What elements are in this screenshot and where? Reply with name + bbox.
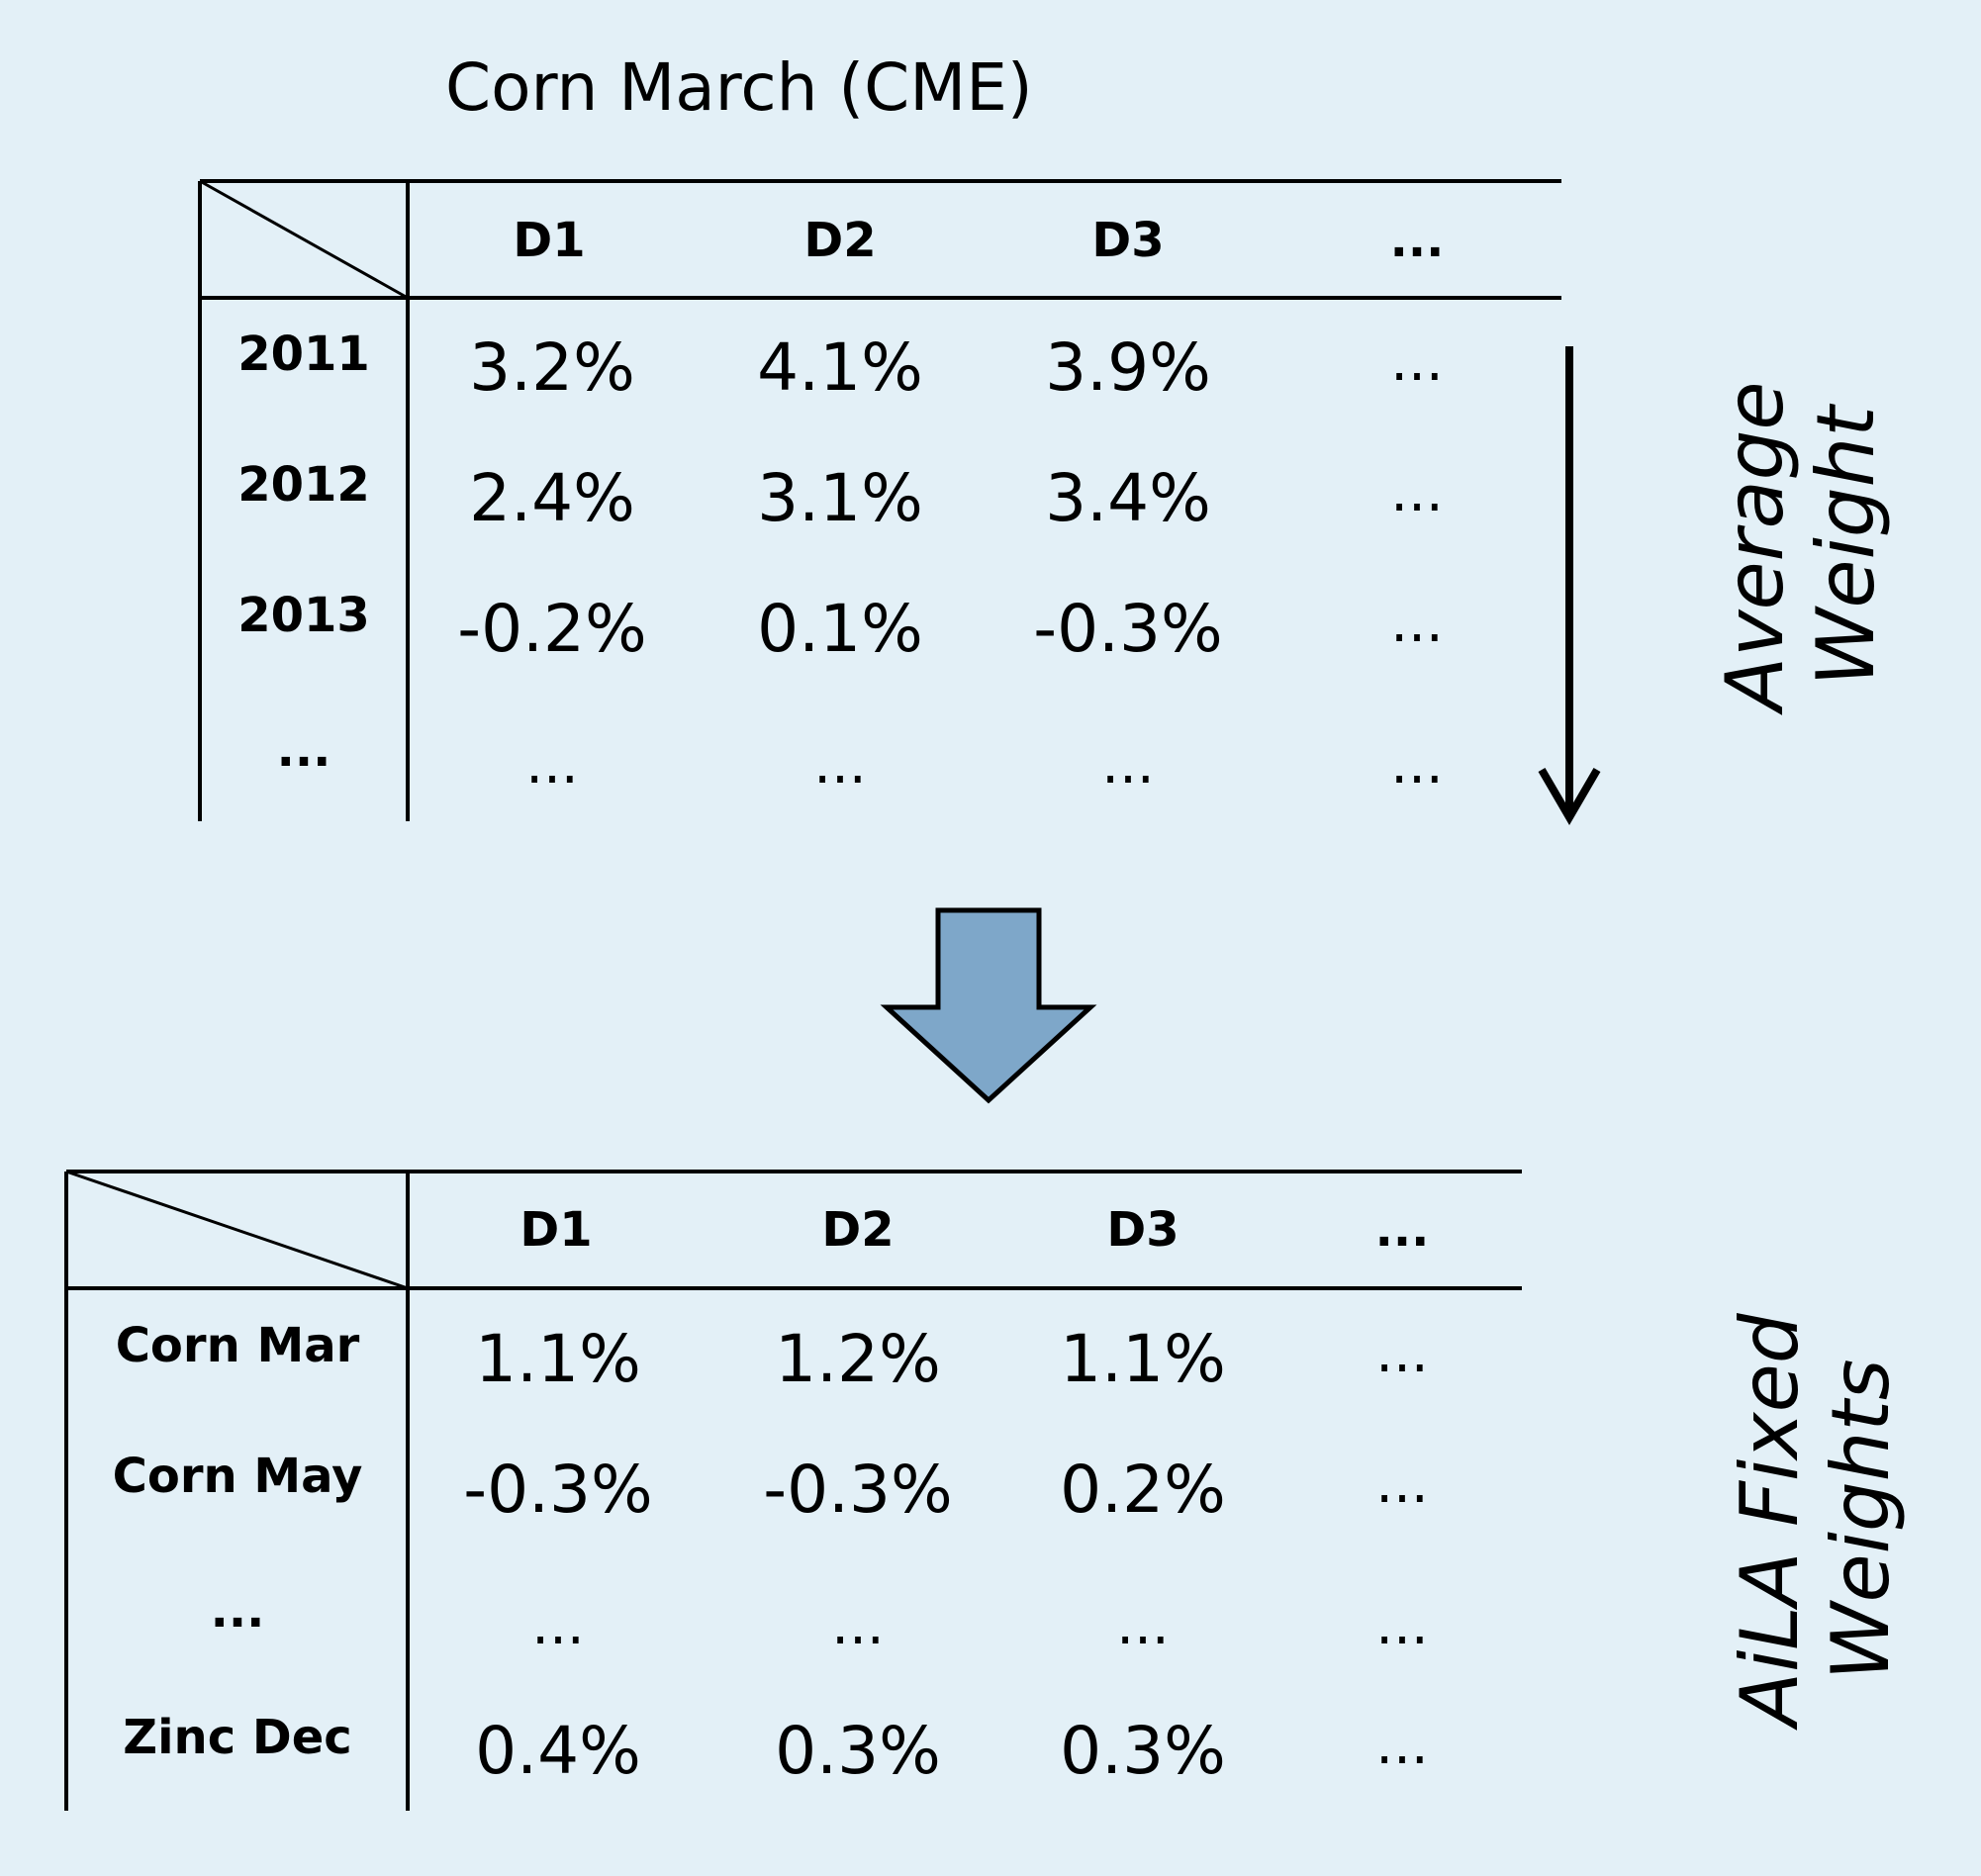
top-cell: ... bbox=[1390, 591, 1444, 655]
bottom-cell: 1.1% bbox=[1060, 1321, 1226, 1397]
bottom-cell: ... bbox=[1116, 1593, 1170, 1657]
top-row-label: 2012 bbox=[237, 457, 370, 513]
diagram-title: Corn March (CME) bbox=[445, 49, 1033, 126]
bottom-cell: 1.2% bbox=[775, 1321, 941, 1397]
top-cell: 3.9% bbox=[1045, 329, 1211, 406]
bottom-cell: 0.2% bbox=[1060, 1452, 1226, 1528]
top-cell: 4.1% bbox=[757, 329, 923, 406]
top-cell: ... bbox=[525, 732, 579, 797]
bottom-col-header: D2 bbox=[821, 1202, 895, 1258]
top-cell: 3.1% bbox=[757, 460, 923, 536]
bottom-cell: ... bbox=[1375, 1713, 1429, 1777]
bottom-cell: -0.3% bbox=[763, 1452, 953, 1528]
bottom-cell: -0.3% bbox=[463, 1452, 653, 1528]
bottom-col-header: ... bbox=[1374, 1202, 1430, 1258]
top-cell: ... bbox=[1390, 460, 1444, 524]
bottom-row-label: Corn May bbox=[112, 1449, 363, 1504]
top-cell: -0.3% bbox=[1033, 591, 1223, 667]
top-cell: ... bbox=[1101, 732, 1155, 797]
bottom-cell: 1.1% bbox=[475, 1321, 641, 1397]
average-down-arrow-head bbox=[1538, 767, 1601, 825]
bottom-cell: ... bbox=[1375, 1321, 1429, 1385]
top-row-label: 2013 bbox=[237, 588, 370, 643]
bottom-cell: ... bbox=[531, 1593, 585, 1657]
bottom-cell: 0.3% bbox=[775, 1713, 941, 1789]
bottom-col-header: D3 bbox=[1106, 1202, 1179, 1258]
bottom-table-corner-diagonal bbox=[65, 1170, 409, 1290]
bottom-row-label: Zinc Dec bbox=[123, 1710, 352, 1765]
bottom-cell: ... bbox=[831, 1593, 885, 1657]
block-down-arrow bbox=[880, 907, 1097, 1104]
top-col-header: D3 bbox=[1091, 213, 1165, 268]
top-cell: ... bbox=[1390, 329, 1444, 394]
top-col-header: D1 bbox=[513, 213, 586, 268]
top-row-label: ... bbox=[276, 722, 331, 778]
bottom-row-label: ... bbox=[210, 1583, 265, 1639]
bottom-row-label: Corn Mar bbox=[115, 1318, 360, 1373]
top-col-header: ... bbox=[1389, 213, 1445, 268]
bottom-cell: ... bbox=[1375, 1452, 1429, 1516]
top-cell: 3.2% bbox=[469, 329, 635, 406]
bottom-cell: 0.4% bbox=[475, 1713, 641, 1789]
top-cell: 2.4% bbox=[469, 460, 635, 536]
top-cell: 3.4% bbox=[1045, 460, 1211, 536]
bottom-cell: ... bbox=[1375, 1593, 1429, 1657]
top-cell: 0.1% bbox=[757, 591, 923, 667]
top-cell: ... bbox=[1390, 732, 1444, 797]
average-weight-label: Average Weight bbox=[1709, 381, 1892, 711]
bottom-col-header: D1 bbox=[519, 1202, 593, 1258]
top-cell: -0.2% bbox=[457, 591, 647, 667]
top-table-corner-diagonal bbox=[199, 179, 409, 300]
bottom-cell: 0.3% bbox=[1060, 1713, 1226, 1789]
top-col-header: D2 bbox=[803, 213, 877, 268]
top-cell: ... bbox=[813, 732, 867, 797]
aila-fixed-weights-label: AiLA Fixed Weights bbox=[1724, 1313, 1907, 1727]
top-row-label: 2011 bbox=[237, 327, 370, 382]
